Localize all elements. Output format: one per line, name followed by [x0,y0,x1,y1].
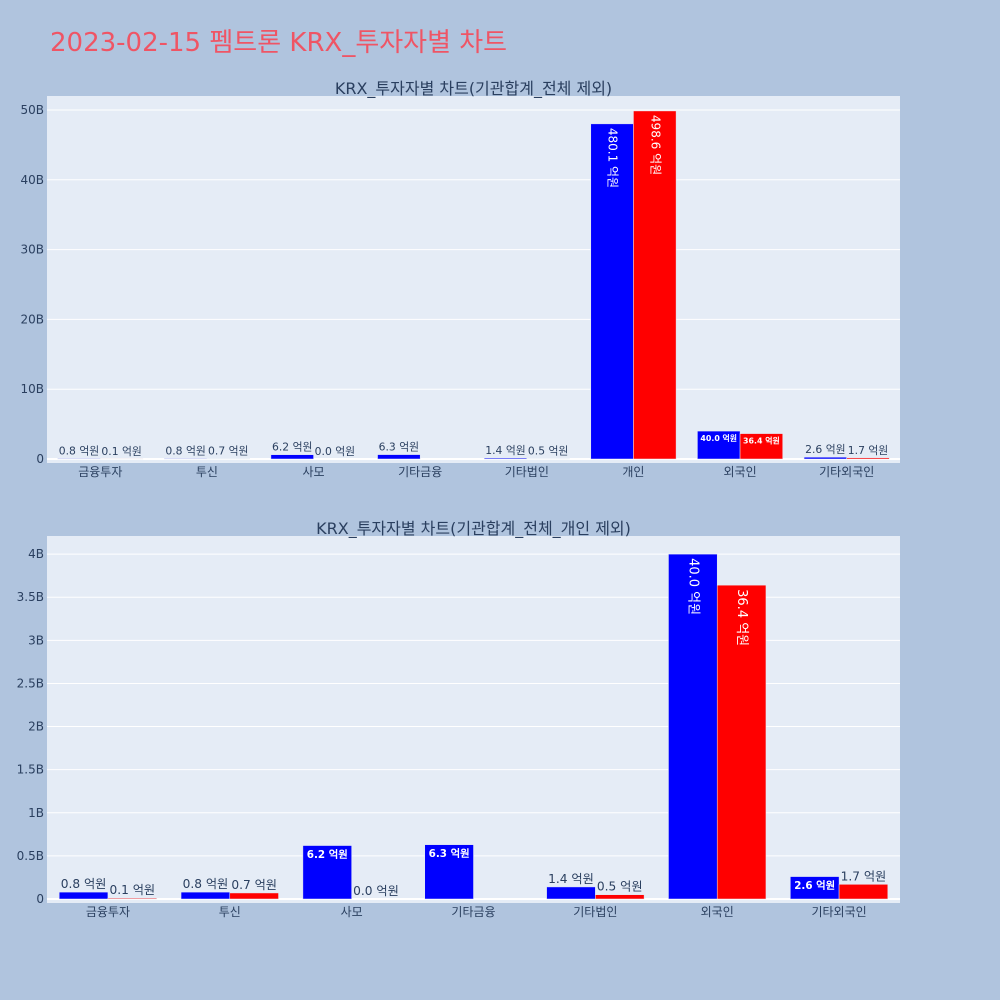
x-tick-label: 금융투자 [78,465,122,479]
x-tick-label: 기타외국인 [811,905,866,919]
bar [270,454,314,460]
x-tick-label: 기타외국인 [819,465,874,479]
x-tick-label: 투신 [219,905,241,919]
bar [57,458,101,460]
data-label: 1.4 억원 [485,444,525,457]
bar [633,110,677,460]
data-label: 498.6 억원 [648,115,662,175]
bar [846,457,890,460]
x-tick-label: 외국인 [724,465,757,479]
data-label: 0.8 억원 [59,444,99,457]
plot-area [47,96,900,463]
data-label: 2.6 억원 [794,879,835,892]
data-label: 480.1 억원 [606,128,620,188]
chart-title: KRX_투자자별 차트(기관합계_전체_개인 제외) [316,519,631,539]
y-tick-label: 40B [20,173,44,187]
data-label: 0.0 억원 [315,445,355,458]
data-label: 0.7 억원 [208,445,248,458]
data-label: 2.6 억원 [805,443,845,456]
data-label: 0.0 억원 [353,884,399,898]
data-label: 36.4 억원 [743,435,780,445]
bar [424,844,474,900]
bar [302,845,352,900]
bar [739,433,783,460]
x-tick-label: 기타법인 [505,465,549,479]
bar [164,458,208,460]
y-tick-label: 0.5B [17,849,44,863]
bar [58,891,109,900]
data-label: 0.8 억원 [183,877,229,891]
bar [377,454,421,460]
chart-1: 0 10B 20B 30B 40B 50B KRX_투자자별 차트(기관합계_전체 제외) 금… [20,79,900,479]
data-label: 1.4 억원 [548,872,594,886]
bar [697,430,741,460]
data-label: 6.3 억원 [429,847,470,860]
y-tick-label: 30B [20,243,44,257]
x-tick-label: 외국인 [701,905,734,919]
y-tick-label: 3B [28,633,44,647]
y-tick-label: 1B [28,806,44,820]
data-label: 0.5 억원 [597,880,643,894]
y-tick-label: 10B [20,382,44,396]
bar [180,891,231,900]
bar [107,897,157,900]
bar [716,584,767,900]
y-tick-label: 1.5B [17,763,44,777]
data-label: 0.1 억원 [109,883,155,897]
bar [483,457,528,460]
data-label: 6.2 억원 [307,848,348,861]
data-label: 0.7 억원 [231,878,277,892]
y-tick-label: 50B [20,103,44,117]
y-tick-label: 20B [20,312,44,326]
x-tick-label: 사모 [303,465,325,479]
data-label: 36.4 억원 [734,589,749,646]
data-label: 6.2 억원 [272,441,312,454]
data-label: 1.7 억원 [848,444,888,457]
bar [838,884,889,900]
chart-title: KRX_투자자별 차트(기관합계_전체 제외) [335,79,612,99]
data-label: 0.8 억원 [165,444,205,457]
y-tick-label: 3.5B [17,590,44,604]
data-label: 6.3 억원 [379,441,419,454]
bar [546,886,596,900]
x-tick-label: 투신 [196,465,218,479]
x-tick-label: 기타금융 [451,905,495,919]
x-tick-label: 기타법인 [573,905,617,919]
page-title: 2023-02-15 펨트론 KRX_투자자별 차트 [50,28,508,58]
x-tick-label: 기타금융 [398,465,442,479]
x-tick-label: 금융투자 [86,905,130,919]
x-tick-label: 사모 [341,905,363,919]
data-label: 1.7 억원 [841,869,887,883]
y-tick-label: 2.5B [17,676,44,690]
data-label: 0.5 억원 [528,445,568,458]
y-tick-label: 4B [28,547,44,561]
data-label: 40.0 억원 [700,433,737,443]
bar [803,456,847,460]
chart-2: 0 0.5B 1B 1.5B 2B 2.5B 3B 3.5B 4B KRX_투자자별 차트(기관합… [17,519,900,919]
x-tick-label: 개인 [622,465,644,479]
y-tick-label: 0 [36,892,44,906]
data-label: 40.0 억원 [685,558,700,615]
data-label: 0.8 억원 [61,877,107,891]
y-tick-label: 2B [28,720,44,734]
y-tick-label: 0 [36,452,44,466]
bar [229,892,279,900]
bar [595,894,645,900]
data-label: 0.1 억원 [101,445,141,458]
